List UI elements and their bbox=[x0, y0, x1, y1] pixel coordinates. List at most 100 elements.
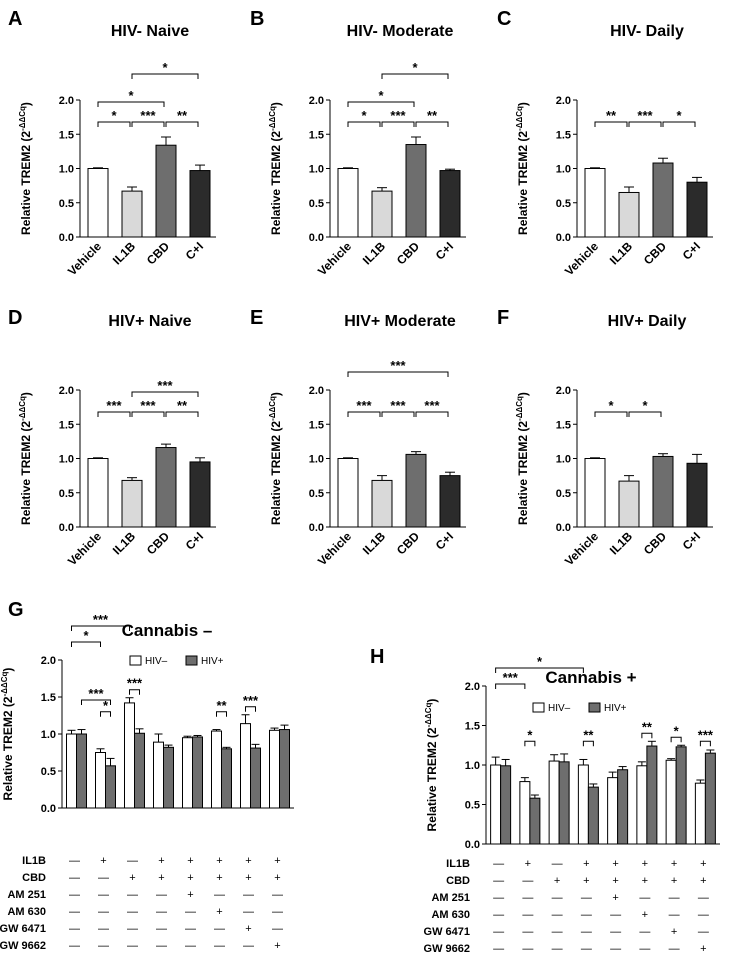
treatment-mark: + bbox=[274, 872, 280, 884]
bar-hiv-neg bbox=[694, 782, 706, 845]
panel-letter: B bbox=[250, 8, 264, 30]
significance-bracket-label: *** bbox=[698, 727, 714, 742]
significance-bracket-label: * bbox=[103, 698, 109, 713]
treatment-mark: — bbox=[69, 889, 80, 901]
y-tick-label: 0.5 bbox=[41, 766, 56, 778]
treatment-mark: — bbox=[69, 855, 80, 867]
significance-bracket bbox=[381, 73, 449, 79]
treatment-mark: + bbox=[187, 889, 193, 901]
x-tick-label: C+I bbox=[680, 239, 703, 262]
treatment-mark: — bbox=[185, 940, 196, 952]
x-tick-label: CBD bbox=[394, 239, 423, 268]
y-tick-label: 0.0 bbox=[465, 839, 480, 851]
treatment-mark: — bbox=[552, 926, 563, 938]
bar-cbd bbox=[405, 144, 427, 238]
treatment-mark: — bbox=[69, 923, 80, 935]
treatment-mark: — bbox=[698, 909, 709, 921]
significance-bracket-label: ** bbox=[606, 108, 617, 123]
y-tick-label: 1.0 bbox=[556, 454, 571, 466]
panel-A: A HIV- Naive Relative TREM2 (2-ΔΔCq) 0.0 0.5… bbox=[8, 8, 216, 278]
treatment-mark: — bbox=[272, 923, 283, 935]
y-tick-label: 1.0 bbox=[465, 760, 480, 772]
significance-bracket-label: *** bbox=[243, 693, 259, 708]
treatment-mark: — bbox=[552, 909, 563, 921]
treatment-row-label: IL1B bbox=[446, 858, 470, 870]
bar-cbd bbox=[155, 144, 177, 238]
x-tick-label: IL1B bbox=[607, 239, 636, 268]
treatment-mark: — bbox=[698, 892, 709, 904]
bar-hiv-neg bbox=[607, 777, 619, 845]
significance-bracket bbox=[100, 711, 111, 717]
treatment-mark: — bbox=[214, 940, 225, 952]
legend-swatch-hiv-neg bbox=[129, 655, 142, 666]
bar-hiv-neg bbox=[182, 737, 193, 809]
treatment-mark: — bbox=[639, 892, 650, 904]
significance-bracket-label: * bbox=[361, 108, 367, 123]
treatment-mark: — bbox=[98, 906, 109, 918]
x-tick-label: Vehicle bbox=[315, 239, 354, 278]
legend-swatch-hiv-pos bbox=[185, 655, 198, 666]
bar-vehicle bbox=[87, 458, 109, 528]
y-tick-label: 0.5 bbox=[556, 198, 571, 210]
bar-hiv-pos bbox=[163, 746, 174, 809]
x-tick-label: IL1B bbox=[360, 529, 389, 558]
treatment-mark: + bbox=[216, 872, 222, 884]
treatment-mark: — bbox=[243, 940, 254, 952]
significance-bracket bbox=[415, 121, 449, 127]
significance-bracket-label: * bbox=[676, 108, 682, 123]
significance-bracket bbox=[628, 411, 662, 417]
legend-label: HIV– bbox=[548, 703, 571, 714]
treatment-mark: — bbox=[214, 889, 225, 901]
bar-hiv-pos bbox=[192, 736, 203, 809]
treatment-row-label: GW 6471 bbox=[0, 923, 46, 935]
panel-letter: C bbox=[497, 8, 511, 30]
y-tick-label: 2.0 bbox=[59, 95, 74, 107]
y-tick-label: 2.0 bbox=[309, 385, 324, 397]
treatment-mark: + bbox=[671, 875, 677, 887]
x-tick-label: Vehicle bbox=[65, 239, 104, 278]
y-tick-label: 0.5 bbox=[309, 488, 324, 500]
significance-bracket bbox=[495, 683, 526, 689]
y-axis-label-close: ) bbox=[516, 392, 530, 396]
treatment-mark: + bbox=[700, 875, 706, 887]
y-axis-label-close: ) bbox=[516, 102, 530, 106]
y-tick-label: 1.5 bbox=[309, 129, 324, 141]
treatment-mark: — bbox=[522, 943, 533, 955]
panel-title: HIV+ Moderate bbox=[344, 313, 456, 330]
legend-label: HIV+ bbox=[604, 703, 627, 714]
y-axis-label-exponent: -ΔΔCq bbox=[268, 106, 277, 131]
bar-hiv-pos bbox=[587, 786, 599, 845]
bar-hiv-pos bbox=[279, 729, 290, 809]
x-tick-label: IL1B bbox=[110, 239, 139, 268]
y-tick-label: 0.0 bbox=[309, 522, 324, 534]
bar-hiv-pos bbox=[250, 747, 261, 809]
significance-bracket-label: *** bbox=[637, 108, 653, 123]
bar-cbd bbox=[652, 162, 674, 238]
y-axis-label-text: Relative TREM2 (2 bbox=[425, 727, 439, 831]
y-tick-label: 1.5 bbox=[556, 129, 571, 141]
treatment-mark: + bbox=[671, 858, 677, 870]
y-tick-label: 0.0 bbox=[59, 232, 74, 244]
significance-bracket-label: *** bbox=[140, 108, 156, 123]
y-axis-label-exponent: -ΔΔCq bbox=[18, 106, 27, 131]
bar-hiv-pos bbox=[617, 769, 629, 845]
significance-bracket bbox=[347, 411, 381, 417]
panel-C: C HIV- Daily Relative TREM2 (2-ΔΔCq) 0.0 0.5… bbox=[497, 8, 713, 278]
bar-cplusi bbox=[439, 475, 461, 528]
treatment-mark: — bbox=[610, 943, 621, 955]
significance-bracket-label: ** bbox=[583, 727, 594, 742]
significance-bracket bbox=[594, 121, 628, 127]
x-tick-label: IL1B bbox=[110, 529, 139, 558]
bar-hiv-neg bbox=[269, 729, 280, 809]
treatment-mark: — bbox=[69, 940, 80, 952]
bar-hiv-pos bbox=[646, 745, 658, 845]
treatment-mark: — bbox=[127, 889, 138, 901]
y-tick-label: 0.5 bbox=[309, 198, 324, 210]
legend-swatch-hiv-pos bbox=[588, 702, 601, 713]
legend-label: HIV+ bbox=[201, 656, 224, 667]
treatment-mark: — bbox=[98, 889, 109, 901]
significance-bracket-label: *** bbox=[390, 398, 406, 413]
treatment-mark: — bbox=[156, 889, 167, 901]
treatment-mark: — bbox=[156, 923, 167, 935]
